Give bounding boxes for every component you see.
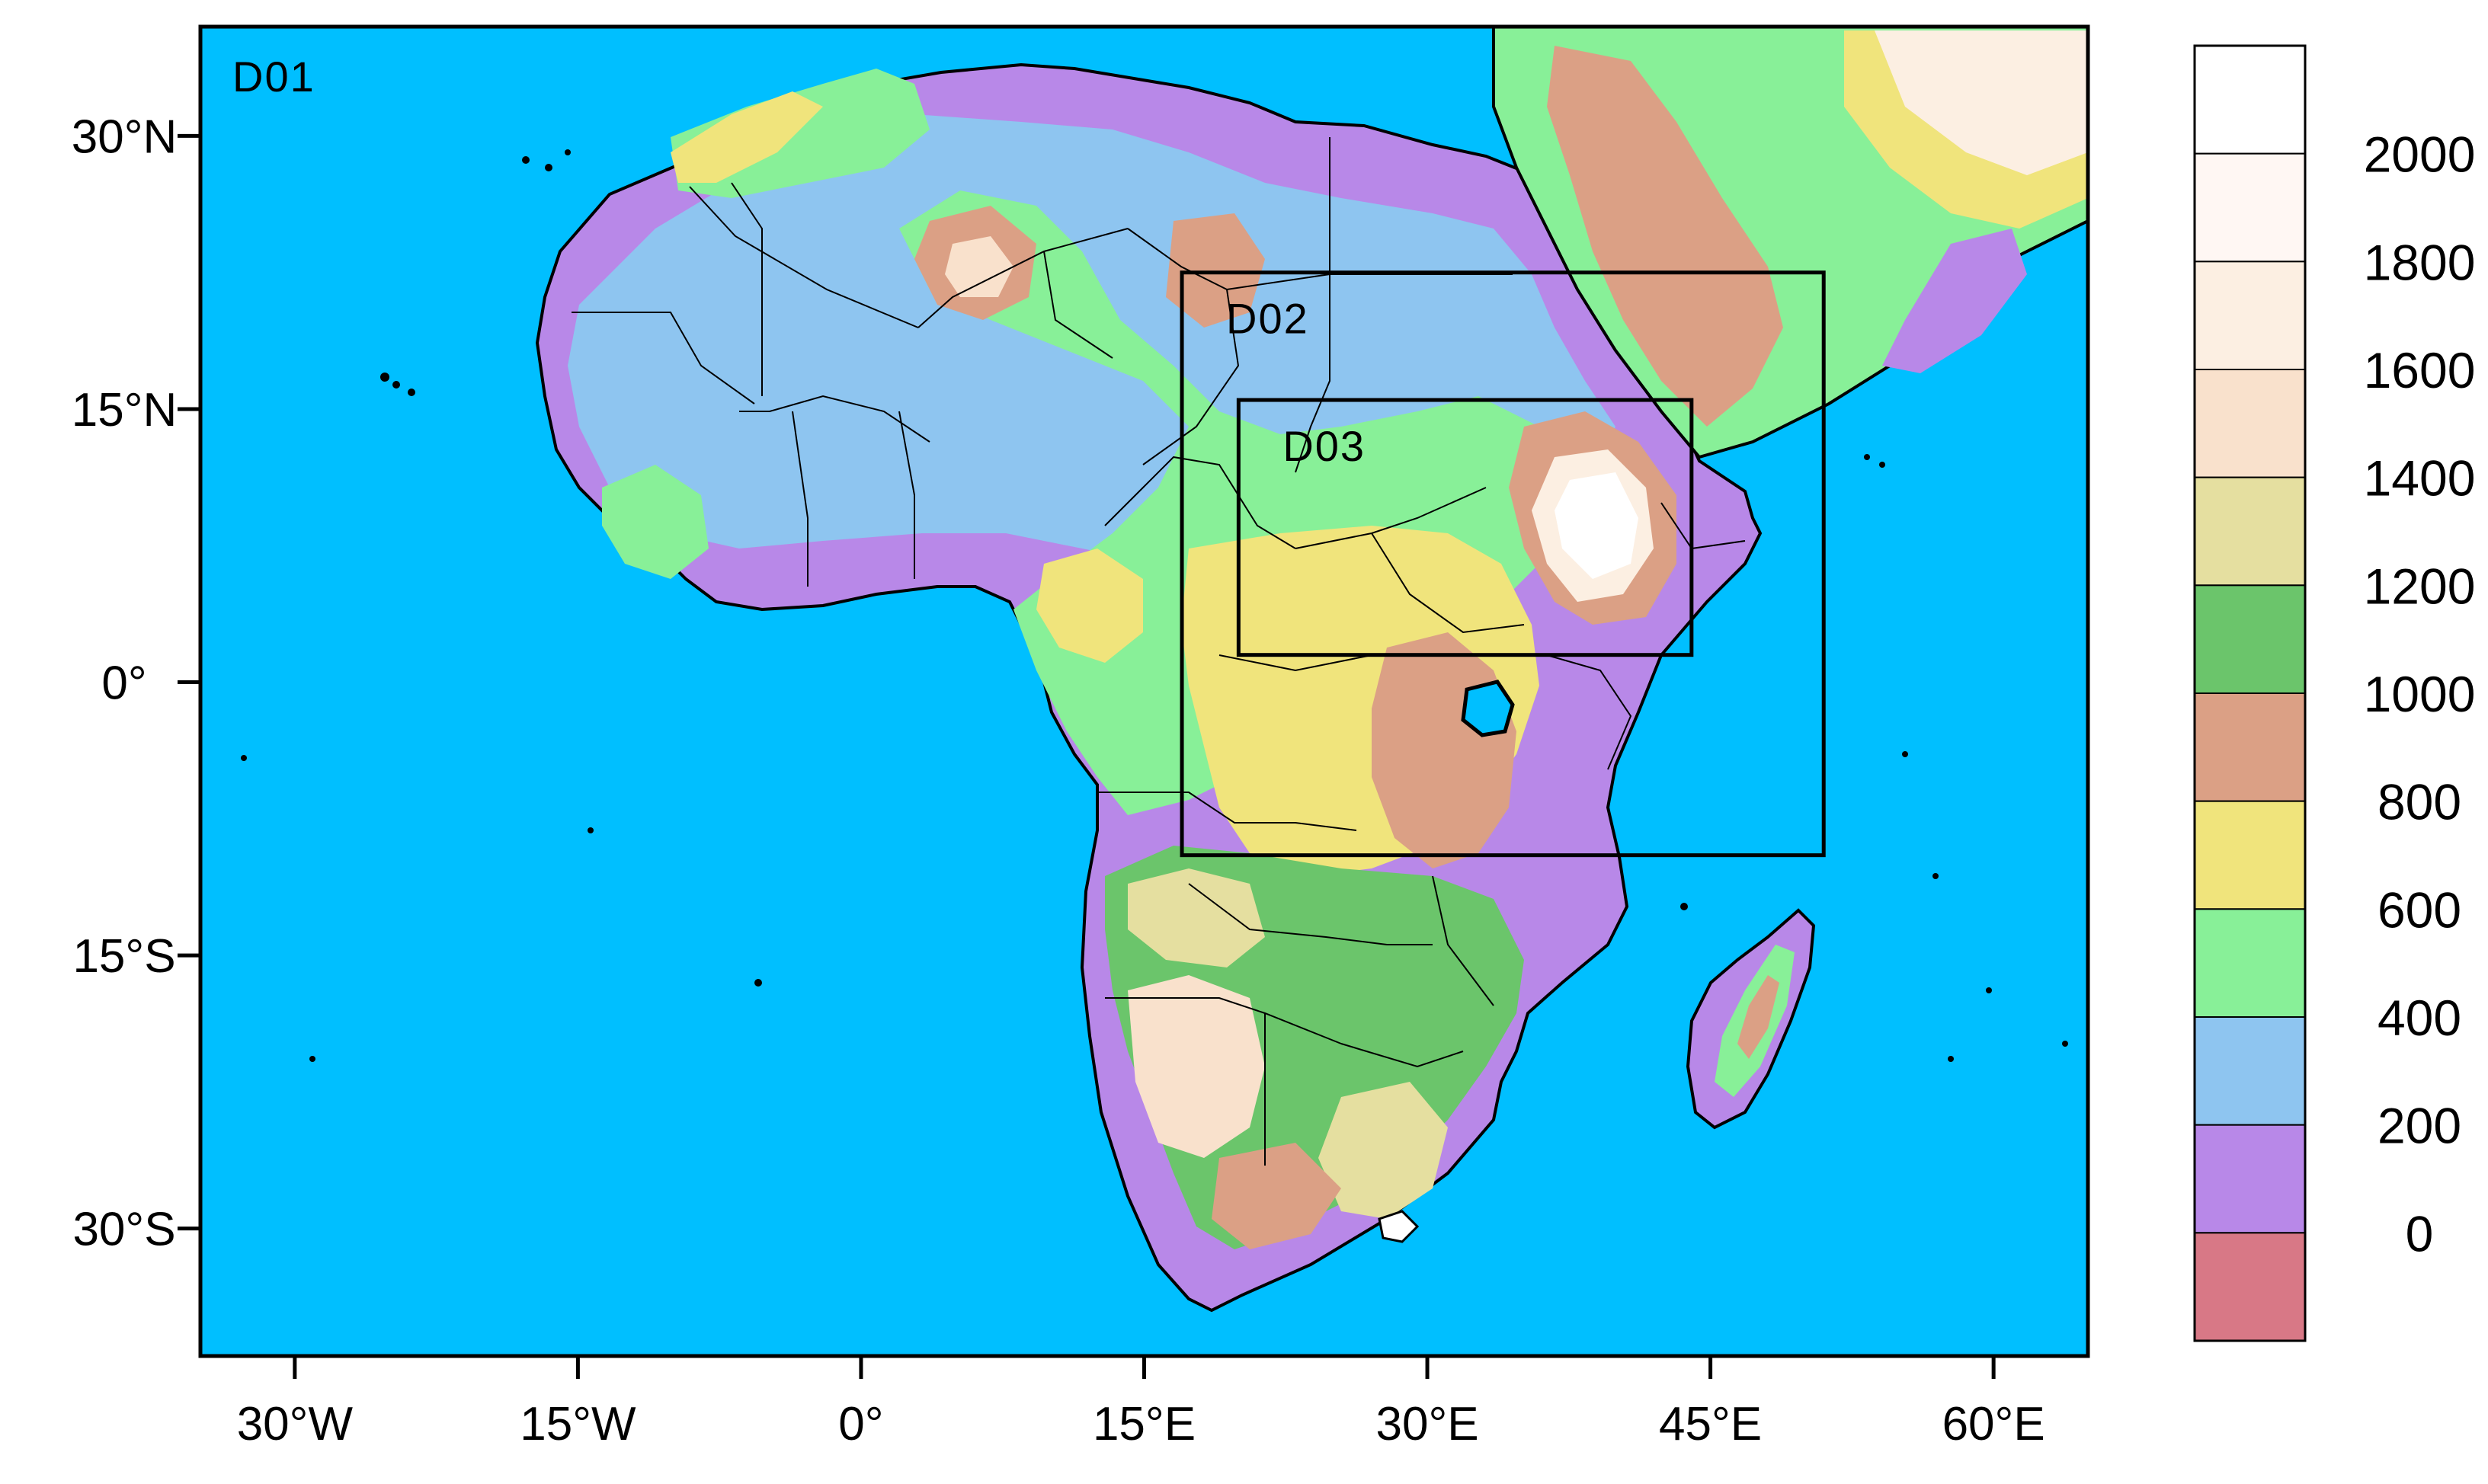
colorbar-label: 1200 — [2364, 558, 2476, 614]
y-tick-label: 30°N — [72, 110, 178, 163]
savanna-belt — [899, 190, 1570, 815]
tibesti-massif — [1166, 213, 1265, 328]
y-axis-ticks: 30°N 15°N 0° 15°S 30°S — [72, 110, 200, 1256]
x-axis-ticks: 30°W 15°W 0° 15°E 30°E 45°E 60°E — [237, 1356, 2045, 1450]
hoggar-peak — [945, 236, 1013, 297]
colorbar-bin — [2194, 1016, 2306, 1126]
x-tick-label: 60°E — [1942, 1398, 2045, 1450]
x-tick-label: 30°E — [1375, 1398, 1478, 1450]
x-tick-label: 0° — [838, 1398, 883, 1450]
southern-brown — [1212, 1143, 1341, 1249]
panel-label-d01: D01 — [232, 53, 315, 101]
colorbar-bin — [2194, 908, 2306, 1019]
elevation-field — [241, 27, 2088, 1313]
colorbar-label: 2000 — [2364, 126, 2476, 183]
islands — [241, 149, 2068, 1062]
madagascar-peak — [1737, 975, 1779, 1059]
colorbar-label: 400 — [2378, 990, 2461, 1046]
colorbar-bin — [2194, 584, 2306, 694]
colorbar-label: 600 — [2378, 881, 2461, 938]
arabian-coast-purple — [1882, 229, 2027, 373]
ethiopian-summit — [1555, 472, 1638, 579]
drakensberg-peak — [1378, 1210, 1420, 1243]
y-tick-label: 0° — [101, 657, 146, 710]
colorbar-label: 0 — [2406, 1205, 2434, 1262]
colorbar-label: 1400 — [2364, 450, 2476, 507]
colorbar-label: 1800 — [2364, 234, 2476, 290]
cameroon-highlands — [1036, 549, 1143, 663]
colorbar-bin — [2194, 1124, 2306, 1234]
domain-label-d02: D02 — [1226, 295, 1309, 343]
nested-domain-boxes: D02 D03 — [1180, 270, 1826, 858]
kalahari-highs — [1128, 975, 1265, 1158]
arabian-highlands — [1547, 46, 1783, 427]
colorbar-bin — [2194, 45, 2306, 155]
colorbar-bin — [2194, 800, 2306, 910]
y-tick-label: 30°S — [72, 1204, 175, 1256]
country-borders — [572, 137, 1746, 1166]
colorbar-bin — [2194, 369, 2306, 478]
domain-box-d03 — [1236, 398, 1694, 657]
domain-label-d03: D03 — [1282, 422, 1366, 470]
colorbar-label: 1600 — [2364, 342, 2476, 398]
colorbar-bin — [2194, 692, 2306, 802]
map-frame: D01 D02 D03 30°W 15°W 0° 15°E 30°E 45°E 60°E 30… — [72, 24, 2090, 1450]
drakensberg — [1318, 1082, 1448, 1219]
lake-victoria — [1461, 680, 1515, 737]
atlas-mountains — [671, 91, 823, 183]
colorbar-bin — [2194, 261, 2306, 371]
colorbar-label: 200 — [2378, 1098, 2461, 1154]
angola-highs — [1128, 868, 1265, 967]
colorbar-bin — [2194, 1232, 2306, 1342]
colorbar-bin — [2194, 152, 2306, 263]
y-tick-label: 15°S — [72, 930, 175, 983]
x-tick-label: 15°W — [520, 1398, 636, 1450]
colorbar-frame — [2193, 44, 2307, 1342]
arabian-peak — [1875, 30, 2088, 175]
colorbar-label: 1000 — [2364, 666, 2476, 722]
domain-box-d02 — [1180, 270, 1826, 858]
x-tick-label: 15°E — [1093, 1398, 1196, 1450]
y-tick-label: 15°N — [72, 384, 178, 437]
colorbar-label: 800 — [2378, 774, 2461, 830]
guinea-highlands — [602, 465, 709, 579]
colorbar-bin — [2194, 476, 2306, 587]
x-tick-label: 30°W — [237, 1398, 354, 1450]
x-tick-label: 45°E — [1659, 1398, 1762, 1450]
